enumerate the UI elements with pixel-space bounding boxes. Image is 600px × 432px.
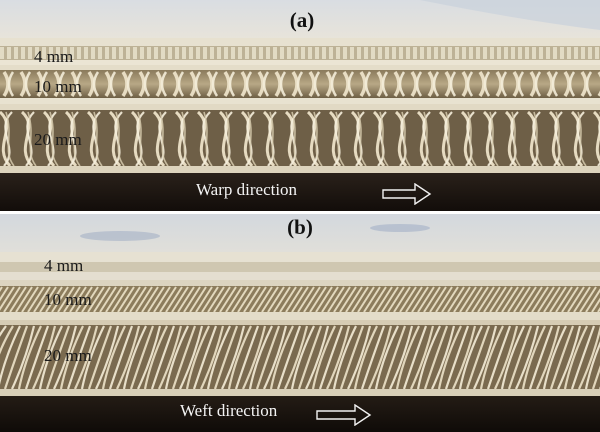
panel-b-photo: (b) 4 mm 10 mm 20 mm Weft direction	[0, 214, 600, 432]
panel-b-layer-20mm: 20 mm	[44, 346, 92, 365]
panel-b-label: (b)	[287, 215, 313, 239]
panel-a-4mm-core	[0, 47, 599, 59]
panel-b-image	[0, 214, 600, 432]
panel-a-image	[0, 0, 600, 211]
panel-b-20mm-core	[0, 325, 600, 390]
panel-a-20mm-core	[0, 110, 600, 168]
panel-a-layer-20mm: 20 mm	[34, 130, 82, 149]
panel-b-10mm-core	[0, 286, 600, 313]
right-arrow-icon	[316, 404, 372, 426]
panel-a-photo: (a) 4 mm 10 mm 20 mm Warp direction	[0, 0, 600, 211]
panel-divider	[0, 211, 600, 214]
panel-a-layer-4mm: 4 mm	[34, 47, 74, 66]
panel-b-direction-caption: Weft direction	[180, 401, 278, 420]
panel-a-direction-caption: Warp direction	[196, 180, 298, 199]
right-arrow-icon	[382, 183, 432, 205]
panel-a-10mm-core	[2, 71, 600, 97]
panel-b-layer-10mm: 10 mm	[44, 290, 92, 309]
panel-a-label: (a)	[289, 8, 315, 32]
panel-b-layer-4mm: 4 mm	[44, 256, 84, 275]
panel-a-layer-10mm: 10 mm	[34, 77, 82, 96]
